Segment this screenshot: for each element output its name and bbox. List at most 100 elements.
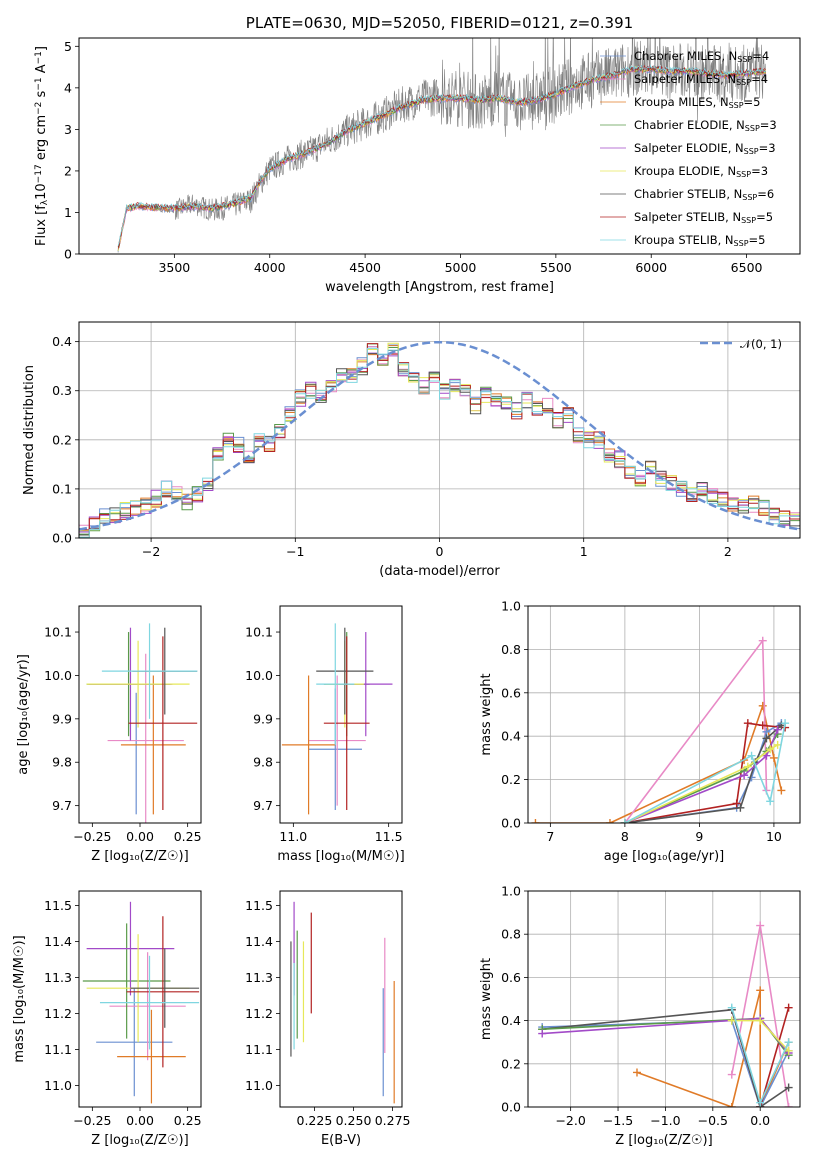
legend-n-prefix: , N (729, 118, 745, 132)
legend-n-prefix: , N (728, 141, 744, 155)
y-tick-label: 0.6 (501, 685, 521, 700)
y-axis-label: age [log₁₀(age/yr)] (16, 654, 31, 775)
histogram-step (79, 347, 800, 538)
legend-n-sub: SSP (734, 239, 749, 248)
axes-frame (78, 605, 202, 824)
y-tick-label: 9.8 (52, 755, 72, 770)
normal-distribution-curve (79, 340, 798, 531)
legend-name: Kroupa STELIB (634, 233, 718, 247)
legend-n-prefix: , N (718, 233, 734, 247)
y-axis-label-part: erg cm (34, 115, 49, 164)
panel-age_weight: 7 8 9 10 0.0 0.2 0.4 0.6 0.8 1.0 age [log₁₀(age/yr… (479, 599, 801, 864)
y-tick-label: 4 (64, 80, 72, 95)
weight-point-marker (758, 636, 767, 645)
y-tick-label: 10.0 (44, 668, 72, 683)
y-tick-label: 11.4 (245, 934, 273, 949)
x-tick-label: 6500 (731, 260, 763, 275)
legend-n-value: =5 (744, 95, 761, 109)
weight-point-marker (727, 1016, 736, 1025)
weight-series-line (624, 723, 786, 823)
y-tick-label: 9.9 (52, 711, 72, 726)
y-tick-label: 0 (64, 247, 72, 262)
x-tick-label: 1 (580, 544, 588, 559)
panel-mass_age: 11.0 11.5 9.7 9.8 9.9 10.0 10.1 mass [log₁₀(M/M… (245, 605, 405, 864)
legend-n-sub: SSP (736, 78, 751, 87)
panel-residuals: −2 −1 0 1 2 0.0 0.1 0.2 0.3 0.4 (data-model)/error… (22, 321, 801, 579)
y-tick-label: 0.2 (52, 432, 72, 447)
y-axis-label-part: λ (40, 199, 50, 205)
weight-point-marker (781, 719, 790, 728)
x-tick-label: 2 (724, 544, 732, 559)
axes-frame (78, 321, 801, 539)
y-axis-label-part: −2 (34, 102, 44, 115)
legend-label: Salpeter STELIB, NSSP=55 (634, 210, 773, 225)
x-tick-label: 0.275 (375, 1113, 411, 1128)
plot-area (290, 901, 395, 1104)
y-axis-label-part: −1 (34, 77, 44, 90)
legend-name: Chabrier STELIB (634, 187, 726, 201)
y-tick-label: 0.0 (501, 1100, 521, 1115)
y-tick-label: 0.0 (52, 531, 72, 546)
plot-area (117, 38, 767, 253)
weight-point-marker (620, 819, 629, 823)
x-tick-label: 0.00 (126, 1113, 154, 1128)
weight-point-marker (769, 753, 778, 762)
x-axis-label: E(B-V) (321, 1133, 361, 1148)
weight-point-marker (758, 721, 767, 730)
x-tick-label: −0.25 (73, 829, 111, 844)
y-tick-label: 0.3 (52, 383, 72, 398)
legend-n-value: =3 (759, 141, 776, 155)
weight-series-line (624, 744, 779, 823)
panel-spectrum: 3500 4000 4500 5000 5500 6000 6500 0 1 2 3 4 5 wavele… (64, 37, 801, 295)
y-axis-label-part: Flux [f (34, 205, 49, 246)
legend-label: Chabrier MILES, NSSP=44 (634, 49, 769, 64)
axes-frame (78, 37, 801, 255)
y-axis-label: Flux [fλ10−17 erg cm−2 s−1 A−1] (34, 46, 50, 246)
x-tick-label: 4000 (254, 260, 286, 275)
weight-series-line (624, 724, 782, 823)
weight-point-marker (784, 1103, 793, 1107)
legend-label: Chabrier ELODIE, NSSP=33 (634, 118, 777, 133)
x-tick-label: 0.250 (336, 1113, 372, 1128)
weight-point-marker (727, 1070, 736, 1079)
chart-title: PLATE=0630, MJD=52050, FIBERID=0121, z=0… (246, 14, 633, 32)
weight-series-line (624, 638, 768, 823)
x-tick-label: −1.5 (603, 1113, 633, 1128)
legend-name: Kroupa MILES (634, 95, 713, 109)
weight-series-line (624, 722, 786, 823)
y-tick-label: 10.0 (245, 668, 273, 683)
y-tick-label: 3 (64, 122, 72, 137)
y-axis-label-part: ] (34, 46, 49, 51)
x-axis-label: (data-model)/error (379, 564, 500, 579)
x-tick-label: −1 (286, 544, 304, 559)
y-tick-label: 0.0 (501, 816, 521, 831)
y-tick-label: 5 (64, 39, 72, 54)
y-tick-label: 0.4 (501, 729, 521, 744)
legend-label: Kroupa ELODIE, NSSP=33 (634, 164, 768, 179)
y-tick-label: 0.2 (501, 772, 521, 787)
x-tick-label: 0.25 (174, 829, 202, 844)
x-tick-label: 8 (621, 829, 629, 844)
legend-name: Salpeter MILES (634, 72, 720, 86)
x-tick-label: 5000 (445, 260, 477, 275)
weight-point-marker (743, 719, 752, 728)
y-tick-label: 1.0 (501, 599, 521, 614)
x-tick-label: −0.5 (698, 1113, 728, 1128)
y-axis-label: mass weight (479, 958, 494, 1040)
observed-spectrum-line (117, 38, 766, 253)
legend-n-value: =3 (760, 118, 777, 132)
y-axis-label: Normed distribution (22, 365, 37, 495)
weight-point-marker (740, 771, 749, 780)
plot-area (538, 921, 793, 1107)
y-tick-label: 11.3 (44, 970, 72, 985)
legend-n-prefix: , N (720, 72, 736, 86)
y-tick-label: 9.7 (253, 798, 273, 813)
legend-n-sub: SSP (741, 216, 756, 225)
legend-name: Kroupa ELODIE (634, 164, 720, 178)
legend-n-sub: SSP (736, 170, 751, 179)
x-tick-label: 6000 (635, 260, 667, 275)
legend-n-sub: SSP (742, 193, 757, 202)
weight-point-marker (784, 1003, 793, 1012)
y-axis-label-part: A (34, 64, 49, 77)
x-tick-label: 0.225 (297, 1113, 333, 1128)
